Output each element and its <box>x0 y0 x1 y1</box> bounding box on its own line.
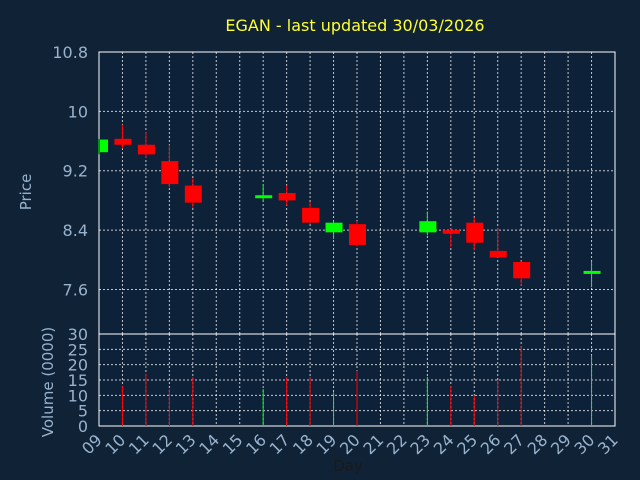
price-tick-label: 8.4 <box>63 221 88 240</box>
candle-body <box>100 139 108 153</box>
volume-tick-label: 10 <box>68 386 88 405</box>
volume-tick-label: 25 <box>68 340 88 359</box>
candle-body <box>513 262 531 279</box>
x-axis: 0910111213141516171819202122232425262728… <box>78 430 622 458</box>
candle-body <box>137 144 155 155</box>
chart-title: EGAN - last updated 30/03/2026 <box>225 16 484 35</box>
candle-body <box>325 222 343 233</box>
volume-tick-label: 30 <box>68 325 88 344</box>
volume-tick-label: 20 <box>68 356 88 375</box>
price-tick-label: 10 <box>68 102 88 121</box>
volume-tick-label: 15 <box>68 371 88 390</box>
volume-tick-label: 0 <box>78 417 88 436</box>
candle-body <box>442 230 460 234</box>
price-axis-label: Price <box>17 174 35 211</box>
volume-bars <box>121 346 593 426</box>
candle-body <box>184 185 202 203</box>
price-tick-label: 7.6 <box>63 280 88 299</box>
x-axis-label: Day <box>333 457 363 475</box>
candle-body <box>255 195 273 199</box>
candle-body <box>114 138 132 145</box>
candle-body <box>466 222 484 243</box>
x-tick-label: 31 <box>594 430 622 458</box>
price-tick-label: 9.2 <box>63 162 88 181</box>
candle-body <box>419 221 437 233</box>
candle-body <box>349 224 366 245</box>
price-axis: 10.8 10 9.2 8.4 7.6 <box>52 43 88 299</box>
candle-body <box>302 207 320 223</box>
candle-body <box>278 193 296 201</box>
candle-body <box>583 270 601 274</box>
candle-body <box>489 250 507 258</box>
candle-body <box>161 161 179 185</box>
price-tick-label: 10.8 <box>52 43 88 62</box>
volume-tick-label: 5 <box>78 402 88 421</box>
candles <box>98 124 601 288</box>
volume-axis-label: Volume (0000) <box>39 327 57 437</box>
